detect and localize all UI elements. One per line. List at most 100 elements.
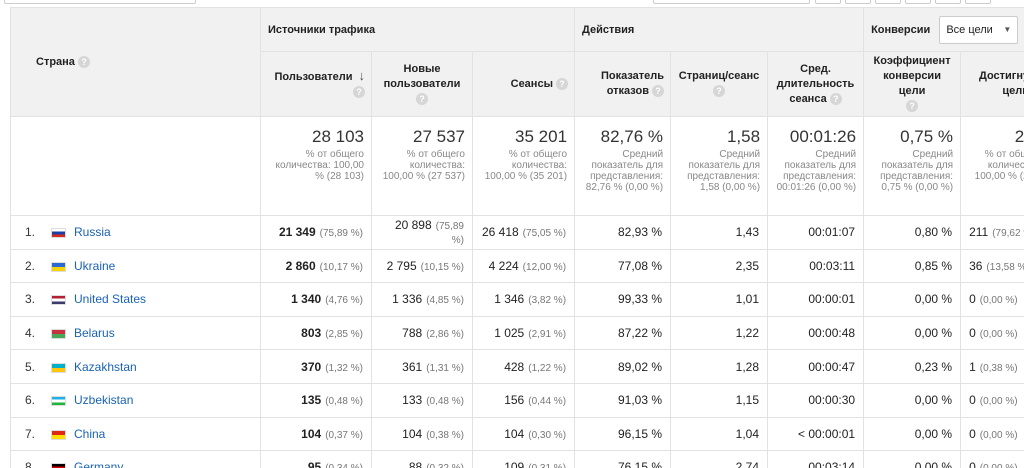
country-link[interactable]: Belarus (74, 326, 115, 341)
country-header-label: Страна (36, 55, 75, 68)
users-column-header[interactable]: Пользователи ↓ ? (260, 51, 372, 117)
country-cell: 3. United States (10, 282, 261, 317)
new-users-cell: 133 (0,48 %) (371, 382, 473, 418)
bounce-cell: 89,02 % (574, 349, 672, 384)
duration-cell: 00:03:11 (767, 248, 865, 284)
country-link[interactable]: Russia (74, 225, 111, 240)
help-icon[interactable]: ? (906, 100, 919, 113)
duration-cell: 00:01:07 (767, 215, 865, 250)
country-cell: 6. Uzbekistan (10, 382, 261, 418)
traffic-sources-group-header: Источники трафика (259, 7, 576, 52)
country-cell: 2. Ukraine (10, 248, 261, 284)
row-index: 1. (25, 225, 36, 240)
new-users-cell: 88(0,32 %) (371, 450, 473, 468)
country-link[interactable]: China (74, 426, 106, 441)
pages-cell: 1,04 (670, 416, 769, 452)
goals-cell: 0(0,00 %) (960, 282, 1024, 317)
sessions-cell: 1 025 (2,91 %) (471, 315, 576, 351)
goals-cell: 1 (0,38 %) (960, 349, 1024, 384)
help-icon[interactable]: ? (713, 85, 726, 98)
new-users-column-header[interactable]: Новые пользователи? (371, 51, 473, 117)
actions-group-header: Действия (574, 7, 865, 52)
total-bounce-rate: 82,76 % Средний показатель для представле… (574, 116, 672, 216)
country-link[interactable]: Kazakhstan (74, 359, 137, 374)
country-link[interactable]: United States (74, 292, 147, 307)
toolbar-control[interactable] (4, 0, 196, 4)
flag-icon (51, 463, 66, 468)
row-index: 2. (25, 258, 36, 273)
table-row: 2. Ukraine 2 860 (10,17 %) 2 795 (10,15 %) 4 2… (10, 248, 1024, 284)
report-table: Страна ? Источники трафика Действия Конв… (10, 7, 1024, 468)
users-cell: 2 860 (10,17 %) (260, 248, 372, 284)
row-index: 8. (25, 460, 36, 468)
avg-duration-column-header[interactable]: Сред. длительность сеанса ? (767, 51, 865, 117)
flag-icon (51, 429, 66, 440)
total-users: 28 103% от общего количества: 100,00 % (… (260, 116, 372, 216)
help-icon[interactable]: ? (353, 86, 365, 99)
conversion-rate-cell: 0,85 % (863, 248, 962, 284)
flag-icon (51, 328, 66, 339)
chevron-down-icon: ▼ (1003, 24, 1012, 34)
help-icon[interactable]: ? (78, 56, 90, 69)
total-goals: 264% от общего количества: 100,00 % (264… (960, 116, 1024, 216)
new-users-cell: 2 795 (10,15 %) (371, 248, 473, 284)
conversions-group-header: Конверсии Все цели ▼ (863, 7, 1024, 52)
country-column-header[interactable]: Страна ? (10, 7, 261, 117)
row-index: 6. (25, 393, 36, 408)
conversion-rate-column-header[interactable]: Коэффициент конверсии цели? (863, 51, 962, 117)
help-icon[interactable]: ? (652, 85, 665, 98)
flag-icon (51, 396, 66, 407)
flag-icon (51, 362, 66, 373)
help-icon[interactable]: ? (416, 92, 428, 105)
conversion-rate-cell: 0,00 % (863, 382, 962, 418)
pages-per-session-column-header[interactable]: Страниц/сеанс? (670, 51, 769, 117)
pages-cell: 1,28 (670, 349, 769, 384)
toolbar-view-button[interactable] (965, 0, 991, 4)
bounce-cell: 76,15 % (574, 450, 672, 468)
totals-label-cell (10, 116, 261, 216)
duration-cell: 00:00:30 (767, 382, 865, 418)
duration-cell: 00:03:14 (767, 450, 865, 468)
sessions-cell: 109(0,31 %) (471, 450, 576, 468)
country-cell: 4. Belarus (10, 315, 261, 351)
conversion-rate-cell: 0,23 % (863, 349, 962, 384)
toolbar-control[interactable] (653, 0, 810, 4)
total-new-users: 27 537% от общего количества: 100,00 % (… (371, 116, 473, 216)
country-cell: 5. Kazakhstan (10, 349, 261, 384)
flag-icon (51, 228, 66, 239)
toolbar-view-button[interactable] (845, 0, 871, 4)
goals-column-header[interactable]: Достигнуты цели ? (960, 51, 1024, 117)
toolbar-view-button[interactable] (875, 0, 901, 4)
sessions-column-header[interactable]: Сеансы ? (471, 51, 576, 117)
country-cell: 8. Germany (10, 450, 261, 468)
table-row: 5. Kazakhstan 370 (1,32 %) 361 (1,31 %) 428 (1,… (10, 349, 1024, 384)
goals-cell: 0(0,00 %) (960, 416, 1024, 452)
bounce-cell: 96,15 % (574, 416, 672, 452)
pages-cell: 2,35 (670, 248, 769, 284)
conversion-rate-cell: 0,80 % (863, 215, 962, 250)
help-icon[interactable]: ? (829, 92, 842, 105)
users-cell: 1 340 (4,76 %) (260, 282, 372, 317)
sort-desc-icon: ↓ (358, 68, 366, 83)
users-cell: 21 349 (75,89 %) (260, 215, 372, 250)
toolbar-view-button[interactable] (905, 0, 931, 4)
goals-cell: 0(0,00 %) (960, 382, 1024, 418)
new-users-cell: 361 (1,31 %) (371, 349, 473, 384)
bounce-cell: 99,33 % (574, 282, 672, 317)
conversion-rate-cell: 0,00 % (863, 416, 962, 452)
bounce-cell: 87,22 % (574, 315, 672, 351)
country-link[interactable]: Germany (74, 460, 124, 468)
flag-icon (51, 295, 66, 306)
toolbar-view-button[interactable] (815, 0, 841, 4)
country-link[interactable]: Uzbekistan (74, 393, 134, 408)
duration-cell: 00:00:48 (767, 315, 865, 351)
bounce-rate-column-header[interactable]: Показатель отказов ? (574, 51, 672, 117)
goal-select-dropdown[interactable]: Все цели ▼ (939, 15, 1019, 44)
country-link[interactable]: Ukraine (74, 258, 116, 273)
help-icon[interactable]: ? (556, 77, 569, 90)
toolbar-view-button[interactable] (935, 0, 961, 4)
sessions-cell: 428 (1,22 %) (471, 349, 576, 384)
new-users-cell: 788 (2,86 %) (371, 315, 473, 351)
sessions-cell: 1 346 (3,82 %) (471, 282, 576, 317)
goals-cell: 0(0,00 %) (960, 450, 1024, 468)
